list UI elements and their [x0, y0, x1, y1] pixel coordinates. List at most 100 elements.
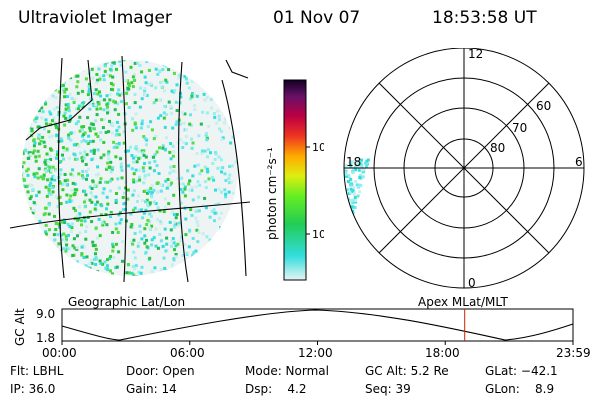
emission-pixel	[143, 75, 147, 79]
emission-pixel	[44, 122, 48, 126]
emission-pixel	[157, 172, 161, 175]
polar-emission-pixel	[349, 183, 353, 187]
emission-pixel	[112, 145, 116, 149]
emission-pixel	[35, 104, 39, 108]
emission-pixel	[110, 177, 114, 181]
emission-pixel	[131, 208, 135, 212]
emission-pixel	[75, 246, 79, 250]
emission-pixel	[24, 127, 28, 131]
polar-emission-pixel	[355, 161, 359, 165]
emission-pixel	[69, 138, 73, 142]
polar-emission-pixel	[366, 158, 370, 162]
emission-pixel	[52, 64, 56, 68]
mlt-label-6: 6	[575, 155, 583, 169]
emission-pixel	[169, 61, 172, 65]
emission-pixel	[102, 108, 106, 112]
emission-pixel	[54, 95, 58, 99]
emission-pixel	[34, 159, 38, 163]
emission-pixel	[203, 77, 207, 81]
emission-pixel	[45, 194, 49, 198]
emission-pixel	[156, 116, 160, 120]
emission-pixel	[31, 211, 35, 215]
emission-pixel	[54, 255, 58, 259]
emission-pixel	[72, 131, 76, 135]
emission-pixel	[155, 190, 159, 194]
emission-pixel	[42, 88, 46, 92]
dsp-info: Dsp: 4.2	[245, 382, 307, 396]
emission-pixel	[221, 261, 225, 265]
emission-pixel	[44, 223, 48, 227]
emission-pixel	[54, 169, 58, 173]
emission-pixel	[64, 249, 68, 253]
emission-pixel	[123, 191, 126, 195]
emission-pixel	[158, 69, 161, 73]
emission-pixel	[204, 82, 208, 86]
emission-pixel	[190, 137, 193, 141]
emission-pixel	[37, 154, 41, 158]
polar-emission-pixel	[344, 164, 348, 168]
emission-pixel	[175, 83, 179, 87]
emission-pixel	[139, 86, 143, 90]
emission-pixel	[62, 247, 65, 251]
emission-pixel	[52, 70, 56, 74]
emission-pixel	[59, 202, 63, 206]
emission-pixel	[86, 142, 90, 145]
emission-pixel	[22, 265, 25, 269]
emission-pixel	[95, 113, 99, 117]
emission-pixel	[94, 277, 97, 280]
emission-pixel	[111, 83, 115, 87]
emission-pixel	[198, 183, 202, 187]
emission-pixel	[149, 120, 153, 124]
emission-pixel	[159, 267, 163, 271]
emission-pixel	[44, 232, 48, 236]
emission-pixel	[107, 165, 111, 169]
emission-pixel	[197, 74, 201, 78]
emission-pixel	[51, 119, 54, 123]
emission-pixel	[137, 149, 140, 153]
emission-pixel	[96, 270, 100, 274]
polar-emission-pixel	[360, 158, 363, 162]
emission-pixel	[33, 141, 37, 145]
emission-pixel	[22, 64, 26, 67]
emission-pixel	[67, 66, 71, 70]
emission-pixel	[127, 106, 131, 109]
emission-pixel	[167, 277, 170, 280]
time-tick-0600: 06:00	[170, 346, 205, 360]
emission-pixel	[59, 137, 63, 141]
emission-pixel	[226, 81, 230, 85]
emission-pixel	[171, 144, 175, 148]
emission-pixel	[159, 189, 163, 193]
emission-pixel	[104, 213, 108, 216]
emission-pixel	[37, 257, 41, 261]
emission-pixel	[212, 82, 216, 86]
emission-pixel	[146, 210, 150, 214]
emission-pixel	[51, 134, 55, 138]
emission-pixel	[101, 223, 105, 227]
emission-pixel	[37, 190, 41, 194]
door-info: Door: Open	[126, 364, 195, 378]
emission-pixel	[102, 141, 106, 144]
emission-pixel	[26, 156, 30, 160]
emission-pixel	[124, 70, 128, 74]
emission-pixel	[144, 250, 148, 254]
emission-pixel	[28, 183, 32, 187]
emission-pixel	[24, 130, 28, 134]
emission-pixel	[31, 271, 34, 275]
polar-emission-pixel	[349, 165, 353, 169]
emission-pixel	[99, 213, 103, 217]
emission-pixel	[48, 135, 52, 139]
emission-pixel	[104, 266, 108, 270]
emission-pixel	[90, 200, 94, 204]
emission-pixel	[158, 98, 162, 102]
emission-pixel	[214, 188, 217, 192]
emission-pixel	[213, 256, 217, 260]
emission-pixel	[111, 75, 115, 79]
emission-pixel	[38, 60, 42, 64]
emission-pixel	[148, 201, 152, 205]
emission-pixel	[221, 166, 225, 170]
emission-pixel	[22, 62, 26, 66]
emission-pixel	[155, 164, 159, 168]
emission-pixel	[122, 202, 126, 206]
emission-pixel	[25, 249, 29, 252]
emission-pixel	[106, 268, 110, 272]
